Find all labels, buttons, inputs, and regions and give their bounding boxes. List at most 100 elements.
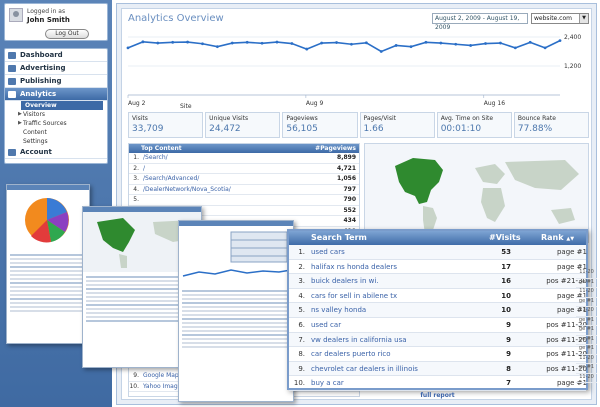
table-row: 4. /DealerNetwork/Nova_Scotia/ 797	[129, 185, 359, 195]
data-point	[350, 42, 353, 46]
data-point	[126, 46, 130, 50]
rank-column-label: Rank	[541, 233, 564, 242]
search-term-column-header[interactable]: Search Term	[311, 233, 367, 242]
search-term-link[interactable]: ns valley honda	[311, 306, 367, 315]
rank-column-header[interactable]: Rank ▲▼	[541, 231, 574, 246]
stat-label: Pageviews	[286, 115, 318, 122]
table-row: 5. ns valley honda 10 page #1	[289, 303, 587, 318]
nav-sub-traffic-sources[interactable]: ▶ Traffic Sources	[5, 119, 107, 128]
row-number: 8.	[298, 350, 305, 359]
x-tick-label: Aug 2	[128, 100, 146, 107]
visits-column-header[interactable]: #Visits	[489, 233, 521, 242]
stat-label: Unique Visits	[209, 115, 249, 122]
y-tick-label: 2,400	[564, 34, 581, 41]
stat-value: 00:01:10	[440, 124, 482, 134]
nav-sub-settings[interactable]: Settings	[23, 138, 48, 145]
rank-value: page #1	[556, 379, 587, 388]
pageviews-value: 4,721	[337, 164, 356, 172]
logout-button[interactable]: Log Out	[45, 29, 89, 39]
rank-side-column: 11-20 ge #1 11-20 ge #1 11-20 ge #1 ge #1 ge #1…	[576, 269, 597, 387]
data-point	[171, 40, 175, 44]
data-point	[364, 41, 368, 45]
table-row: 10. buy a car 7 page #1	[289, 376, 587, 391]
pageviews-column-header[interactable]: #Pageviews	[315, 145, 356, 152]
visits-value: 17	[501, 262, 511, 271]
pageviews-value: 8,899	[337, 154, 356, 161]
side-rank-cell: 11-20	[576, 307, 597, 317]
stat-value: 1.66	[363, 124, 384, 134]
page-link[interactable]: /DealerNetwork/Nova_Scotia/	[143, 185, 231, 193]
search-term-link[interactable]: chevrolet car dealers in illinois	[311, 364, 418, 373]
stat-label: Avg. Time on Site	[440, 115, 494, 122]
side-rank-cell: ge #1	[576, 336, 597, 345]
top-content-title: Top Content	[141, 145, 182, 152]
advertising-icon	[8, 65, 16, 72]
search-term-link[interactable]: used car	[311, 320, 342, 329]
data-point	[290, 42, 294, 45]
nav-sub-content[interactable]: Content	[23, 129, 47, 136]
pageviews-value: 797	[343, 185, 356, 193]
search-terms-panel: Search Term #Visits Rank ▲▼ 1. used cars…	[287, 229, 588, 399]
world-map	[364, 143, 589, 243]
search-term-link[interactable]: halifax ns honda dealers	[311, 262, 397, 271]
stat-visits: Visits 33,709	[128, 112, 204, 138]
search-term-link[interactable]: cars for sell in abilene tx	[311, 291, 398, 300]
nav-sub-visitors[interactable]: ▶ Visitors	[5, 110, 107, 119]
page-link[interactable]: Google Maps (Canada)	[143, 372, 211, 379]
nav-publishing[interactable]: Publishing	[5, 75, 107, 88]
table-row: 2. / 4,721	[129, 164, 359, 174]
data-point	[424, 40, 428, 44]
table-row: 6. used car 9 pos #11-20	[289, 318, 587, 333]
stat-value: 56,105	[286, 124, 318, 134]
search-term-link[interactable]: car dealers puerto rico	[311, 350, 391, 359]
main-nav: Dashboard Advertising Publishing Analyti…	[4, 48, 108, 164]
nav-advertising[interactable]: Advertising	[5, 62, 107, 75]
stat-value: 77.88%	[517, 124, 553, 134]
chevron-down-icon: ▼	[579, 14, 588, 23]
nav-analytics[interactable]: Analytics	[5, 88, 107, 101]
search-term-link[interactable]: buy a car	[311, 379, 344, 388]
row-number: 1.	[133, 154, 139, 161]
data-point	[260, 41, 264, 45]
nav-dashboard[interactable]: Dashboard	[5, 49, 107, 62]
rank-value: pos #11-20	[546, 335, 587, 344]
nav-sub-visitors-label: Visitors	[23, 111, 46, 118]
pie-chart-graphic	[25, 198, 69, 243]
data-point	[439, 41, 443, 45]
search-terms-full-report-link[interactable]: full report	[420, 392, 455, 399]
search-term-link[interactable]: used cars	[311, 248, 345, 256]
page-link[interactable]: Yahoo Images	[143, 382, 185, 390]
nav-account[interactable]: Account	[5, 146, 107, 159]
report-thumbnail-calendar	[178, 220, 294, 402]
data-point	[156, 41, 160, 45]
date-range-picker[interactable]: August 2, 2009 - August 19, 2009	[432, 13, 528, 31]
nav-sub-overview[interactable]: Overview	[21, 101, 103, 110]
analytics-icon	[8, 91, 16, 98]
site-label: Site	[180, 103, 192, 109]
page-link[interactable]: /	[143, 164, 146, 172]
search-term-link[interactable]: vw dealers in california usa	[311, 335, 407, 344]
visits-value: 8	[506, 364, 511, 373]
page-link[interactable]: /Search/	[143, 154, 168, 161]
logged-in-label: Logged in as	[27, 8, 66, 15]
stat-avg-time: Avg. Time on Site 00:01:10	[436, 112, 512, 138]
table-row: 5. 790	[129, 195, 359, 206]
data-point	[558, 39, 562, 43]
visits-series-line	[127, 39, 561, 53]
site-select[interactable]: website.com ▼	[531, 13, 589, 24]
stat-pages-per-visit: Pages/Visit 1.66	[359, 112, 435, 138]
world-map-graphic	[395, 158, 579, 236]
search-term-link[interactable]: buick dealers in wi.	[311, 277, 379, 286]
page-link[interactable]: /Search/Advanced/	[143, 175, 200, 182]
row-number: 2.	[298, 262, 305, 271]
table-row: 9. chevrolet car dealers in illinois 8 p…	[289, 361, 587, 377]
row-number: 5.	[133, 196, 139, 203]
data-point	[454, 42, 458, 46]
table-row: 1. /Search/ 8,899	[129, 153, 359, 164]
table-row: 8. car dealers puerto rico 9 pos #11-20	[289, 347, 587, 362]
rank-value: page #1	[556, 291, 587, 300]
visits-value: 10	[501, 306, 511, 315]
row-number: 5.	[298, 306, 305, 315]
sort-icon: ▲▼	[566, 236, 575, 242]
